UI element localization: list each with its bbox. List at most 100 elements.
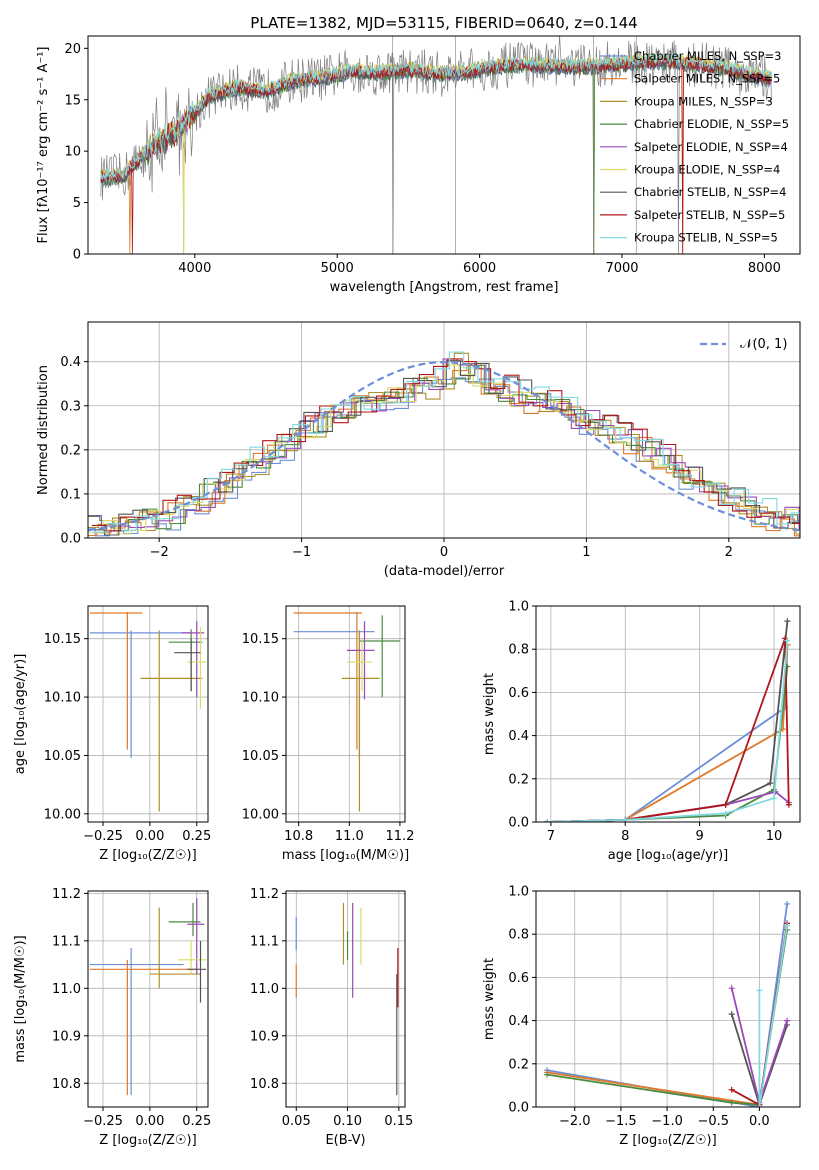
y-tick-label: 0.2 <box>508 772 529 787</box>
legend-label-salpeter_stelib: Salpeter STELIB, N_SSP=5 <box>634 208 785 222</box>
y-tick-label: 0.1 <box>60 487 81 502</box>
axes-frame <box>87 605 209 823</box>
x-tick-label: 1 <box>582 545 590 560</box>
weight-marker <box>544 819 551 822</box>
plot-area <box>293 611 400 812</box>
y-tick-label: 0.4 <box>508 1014 529 1029</box>
weight-marker <box>784 618 791 625</box>
y-tick-label: 0 <box>73 248 81 263</box>
y-tick-label: 10.9 <box>250 1029 279 1044</box>
y-tick-label: 10.05 <box>242 749 279 764</box>
legend-label-kroupa_miles: Kroupa MILES, N_SSP=3 <box>634 94 773 108</box>
x-tick-label: 11.0 <box>335 829 364 844</box>
plot-area <box>88 351 800 537</box>
legend-label-kroupa_elodie: Kroupa ELODIE, N_SSP=4 <box>634 163 780 177</box>
y-tick-label: 5 <box>73 196 81 211</box>
weight-marker <box>784 637 791 644</box>
legend-label-chabrier_elodie: Chabrier ELODIE, N_SSP=5 <box>634 117 789 131</box>
x-tick-label: −1.0 <box>651 1114 683 1129</box>
x-tick-label: −0.25 <box>83 829 123 844</box>
weight-marker <box>784 900 791 907</box>
y-axis-label: Flux [fλ10⁻¹⁷ erg cm⁻² s⁻¹ A⁻¹] <box>36 47 51 244</box>
x-axis-label: mass [log₁₀(M/M☉)] <box>282 848 409 863</box>
x-tick-label: 0.25 <box>182 829 211 844</box>
x-tick-label: 8 <box>621 829 629 844</box>
legend-label-salpeter_elodie: Salpeter ELODIE, N_SSP=4 <box>634 140 788 154</box>
y-tick-label: 1.0 <box>508 600 529 615</box>
y-tick-label: 10.10 <box>242 691 279 706</box>
x-axis-label: age [log₁₀(age/yr)] <box>608 848 729 863</box>
y-tick-label: 1.0 <box>508 885 529 900</box>
y-tick-label: 11.1 <box>52 934 81 949</box>
x-tick-label: 9 <box>695 829 703 844</box>
y-tick-label: 0.6 <box>508 971 529 986</box>
plot-area <box>89 898 207 1096</box>
weight-marker <box>544 1071 551 1078</box>
y-tick-label: 20 <box>64 42 81 57</box>
weight-marker <box>785 801 792 808</box>
x-tick-label: 0.05 <box>282 1114 311 1129</box>
weight-marker <box>784 922 791 929</box>
weight-marker <box>728 985 735 992</box>
axes-frame <box>285 605 406 823</box>
x-tick-label: 5000 <box>321 261 354 276</box>
y-tick-label: 10.00 <box>242 807 279 822</box>
plot-area <box>544 618 792 822</box>
x-tick-label: 0.25 <box>182 1114 211 1129</box>
weight-marker <box>770 795 777 802</box>
x-tick-label: 6000 <box>463 261 496 276</box>
histogram-kroupa_miles <box>88 352 800 535</box>
y-tick-label: 11.0 <box>250 982 279 997</box>
y-tick-label: 0.2 <box>508 1057 529 1072</box>
y-tick-label: 0.0 <box>60 532 81 547</box>
histogram-kroupa_stelib <box>93 351 800 533</box>
weight-marker <box>784 1017 791 1024</box>
weight-marker <box>756 987 763 994</box>
y-tick-label: 10.8 <box>52 1077 81 1092</box>
x-tick-label: −2.0 <box>559 1114 591 1129</box>
weight-marker <box>722 810 729 817</box>
x-tick-label: −2 <box>150 545 169 560</box>
y-tick-label: 0.6 <box>508 686 529 701</box>
x-tick-label: 10 <box>766 829 783 844</box>
x-tick-label: −1.5 <box>605 1114 637 1129</box>
x-tick-label: 0.00 <box>135 829 164 844</box>
x-axis-label: Z [log₁₀(Z/Z☉)] <box>99 1133 196 1148</box>
x-tick-label: 0 <box>440 545 448 560</box>
plot-area <box>89 611 207 812</box>
y-tick-label: 10.10 <box>44 691 81 706</box>
y-tick-label: 10.00 <box>44 807 81 822</box>
y-tick-label: 0.2 <box>60 443 81 458</box>
y-tick-label: 0.4 <box>508 729 529 744</box>
x-tick-label: 0.0 <box>749 1114 770 1129</box>
x-axis-label: Z [log₁₀(Z/Z☉)] <box>619 1133 716 1148</box>
y-tick-label: 0.8 <box>508 643 529 658</box>
y-tick-label: 10.05 <box>44 749 81 764</box>
x-tick-label: 0.10 <box>333 1114 362 1129</box>
weight-line <box>547 621 789 822</box>
y-tick-label: 11.2 <box>52 887 81 902</box>
x-tick-label: 0.00 <box>135 1114 164 1129</box>
x-tick-label: −1 <box>292 545 311 560</box>
y-axis-label: mass [log₁₀(M/M☉)] <box>13 935 28 1062</box>
legend-label-salpeter_miles: Salpeter MILES, N_SSP=5 <box>634 72 780 86</box>
weight-marker <box>728 1099 735 1106</box>
legend-label-kroupa_stelib: Kroupa STELIB, N_SSP=5 <box>634 231 778 245</box>
x-tick-label: 2 <box>725 545 733 560</box>
x-axis-label: wavelength [Angstrom, rest frame] <box>330 280 559 295</box>
x-tick-label: 11.2 <box>385 829 414 844</box>
histogram-salpeter_stelib <box>91 358 800 532</box>
chart-title: PLATE=1382, MJD=53115, FIBERID=0640, z=0… <box>250 14 637 32</box>
axes-frame <box>285 890 406 1108</box>
axes-frame <box>87 35 801 255</box>
x-tick-label: 8000 <box>748 261 781 276</box>
y-axis-label: mass weight <box>482 958 497 1040</box>
x-axis-label: (data-model)/error <box>384 564 505 579</box>
y-tick-label: 11.1 <box>250 934 279 949</box>
y-axis-label: mass weight <box>482 673 497 755</box>
x-axis-label: E(B-V) <box>325 1133 365 1148</box>
x-tick-label: 10.8 <box>284 829 313 844</box>
y-tick-label: 10.8 <box>250 1077 279 1092</box>
y-tick-label: 0.0 <box>508 816 529 831</box>
